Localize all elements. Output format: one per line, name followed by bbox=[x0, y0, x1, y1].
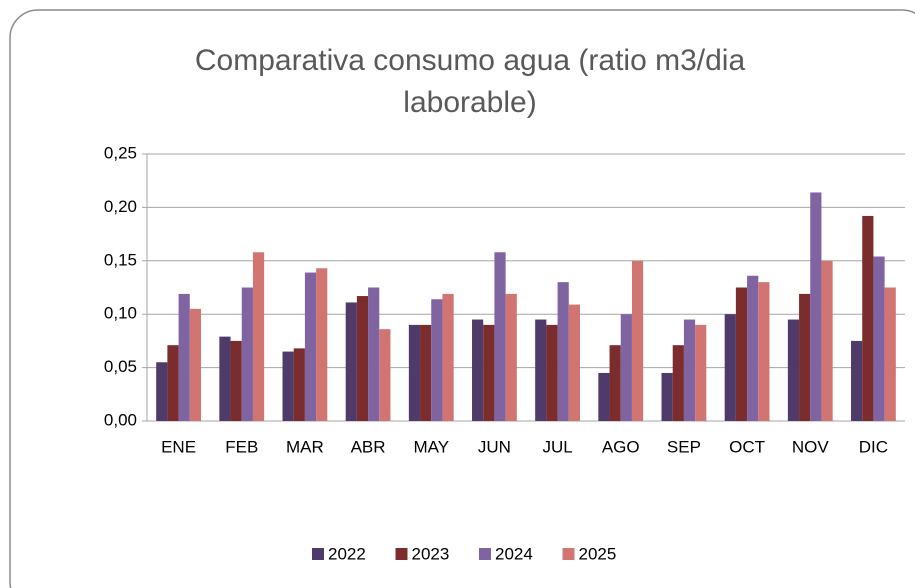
bar bbox=[282, 351, 294, 421]
bar bbox=[862, 215, 874, 421]
bar bbox=[167, 345, 179, 421]
bar bbox=[631, 260, 644, 421]
bar bbox=[494, 252, 506, 421]
x-tick-label: JUN bbox=[478, 437, 511, 456]
bar bbox=[683, 319, 696, 421]
bar bbox=[851, 340, 863, 421]
bar bbox=[472, 319, 484, 421]
x-tick-label: NOV bbox=[792, 437, 830, 456]
bar bbox=[408, 324, 421, 421]
x-tick-label: AGO bbox=[602, 437, 640, 456]
bar bbox=[368, 287, 380, 421]
bar bbox=[598, 372, 610, 421]
bar bbox=[431, 299, 443, 421]
bar bbox=[156, 362, 168, 421]
bar bbox=[821, 260, 833, 421]
bar bbox=[799, 293, 811, 421]
bar bbox=[420, 324, 432, 421]
bar bbox=[189, 308, 201, 421]
x-tick-label: DIC bbox=[859, 437, 888, 456]
bar bbox=[219, 336, 231, 421]
bar bbox=[557, 282, 569, 421]
legend-swatch bbox=[479, 548, 491, 560]
x-tick-label: ABR bbox=[351, 437, 386, 456]
x-tick-label: FEB bbox=[225, 437, 258, 456]
legend-swatch bbox=[562, 548, 575, 560]
x-tick-label: ENE bbox=[161, 437, 196, 456]
bar bbox=[345, 302, 357, 421]
x-tick-label: OCT bbox=[729, 437, 765, 456]
legend-label: 2024 bbox=[495, 544, 533, 563]
bar bbox=[873, 256, 885, 421]
legend-swatch bbox=[395, 548, 408, 560]
bar bbox=[252, 252, 265, 421]
bar bbox=[810, 192, 822, 421]
bar bbox=[620, 314, 632, 421]
bar bbox=[724, 314, 736, 421]
y-tick-label: 0,10 bbox=[104, 304, 137, 323]
legend-swatch bbox=[312, 548, 324, 560]
bar bbox=[483, 324, 495, 421]
bar bbox=[546, 324, 558, 421]
legend-label: 2025 bbox=[579, 544, 617, 563]
legend-label: 2022 bbox=[328, 544, 366, 563]
bar bbox=[661, 372, 673, 421]
x-tick-label: JUL bbox=[542, 437, 572, 456]
y-tick-label: 0,15 bbox=[104, 250, 137, 269]
chart-title: Comparativa consumo agua (ratio m3/dia l… bbox=[194, 44, 746, 119]
bar bbox=[304, 272, 317, 421]
x-tick-label: SEP bbox=[667, 437, 701, 456]
bar bbox=[535, 319, 547, 421]
bar bbox=[241, 287, 253, 421]
bar bbox=[293, 348, 305, 421]
bar bbox=[747, 275, 759, 421]
legend-label: 2023 bbox=[412, 544, 450, 563]
chart-border bbox=[9, 9, 915, 588]
bar bbox=[230, 340, 242, 421]
bar bbox=[672, 345, 684, 421]
bar bbox=[316, 268, 328, 421]
bar bbox=[758, 282, 770, 421]
bar bbox=[379, 329, 391, 421]
bar bbox=[735, 287, 748, 421]
x-tick-label: MAY bbox=[413, 437, 449, 456]
x-tick-label: MAR bbox=[286, 437, 324, 456]
bar bbox=[356, 296, 369, 421]
bar bbox=[568, 304, 580, 421]
bar bbox=[505, 293, 517, 421]
bar bbox=[695, 324, 707, 421]
y-tick-label: 0,00 bbox=[104, 410, 137, 429]
bar bbox=[178, 293, 190, 421]
y-tick-label: 0,25 bbox=[104, 143, 137, 162]
bar bbox=[787, 319, 800, 421]
y-tick-label: 0,20 bbox=[104, 197, 137, 216]
bar bbox=[609, 345, 621, 421]
y-tick-label: 0,05 bbox=[104, 357, 137, 376]
bar bbox=[442, 293, 454, 421]
bar bbox=[884, 287, 896, 421]
